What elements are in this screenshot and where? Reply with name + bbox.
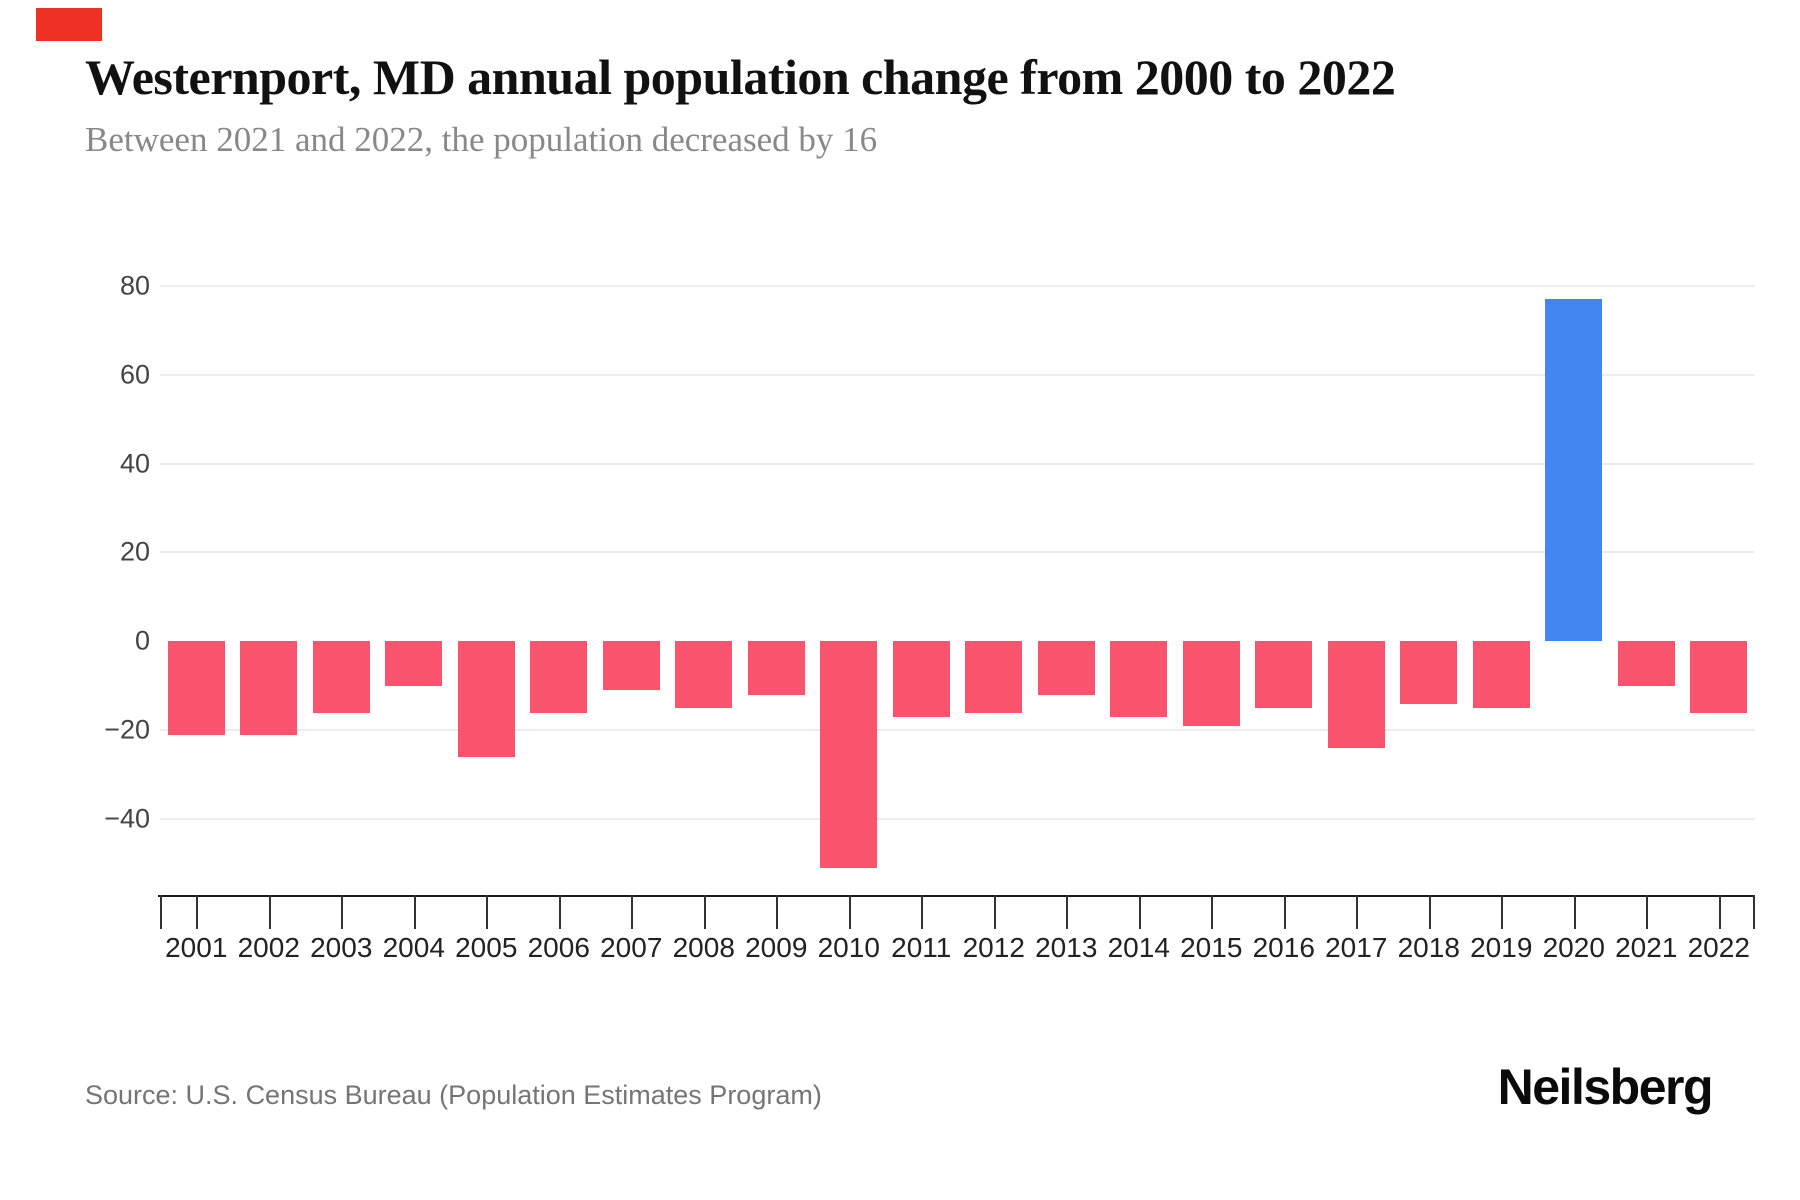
x-tick-label-2019: 2019 [1470,932,1533,963]
bar-2019 [1472,641,1530,709]
x-tick-2020 [1573,895,1576,929]
x-tick-2005 [486,895,489,929]
x-tick-label-2017: 2017 [1325,932,1388,963]
bar-2003 [312,641,370,713]
x-tick-label-2014: 2014 [1107,932,1170,963]
brand-accent-square [36,8,102,41]
x-tick-2007 [631,895,634,929]
x-tick-2022 [1718,895,1721,929]
x-tick-2002 [268,895,271,929]
bar-2005 [457,641,515,758]
bar-chart: 80 60 40 20 0 −20 −40 2001 2002 2003 2004 2005 2006… [0,250,1755,972]
y-tick-label-40: 40 [119,448,150,479]
x-tick-label-2009: 2009 [745,932,808,963]
x-tick-2017 [1356,895,1359,929]
y-tick-label-20: 20 [119,536,150,567]
gridline-40 [160,462,1755,465]
y-tick-label--40: −40 [104,803,150,834]
x-tick-2009 [776,895,779,929]
source-attribution: Source: U.S. Census Bureau (Population E… [85,1080,822,1110]
x-tick-label-2005: 2005 [455,932,518,963]
x-tick-label-2022: 2022 [1687,932,1750,963]
x-tick-2008 [703,895,706,929]
bar-2013 [1037,641,1095,695]
bar-2002 [240,641,298,735]
x-axis-labels: 2001 2002 2003 2004 2005 2006 2007 2008 2009 2010… [160,932,1755,972]
x-axis-end-tick [1753,895,1755,929]
bar-2022 [1690,641,1748,713]
x-tick-2001 [196,895,199,929]
y-tick-label-60: 60 [119,359,150,390]
gridline--40 [160,818,1755,821]
gridline-80 [160,284,1755,287]
bar-2004 [385,641,443,686]
x-tick-label-2010: 2010 [817,932,880,963]
x-tick-2015 [1211,895,1214,929]
x-tick-label-2008: 2008 [672,932,735,963]
x-tick-2016 [1283,895,1286,929]
x-tick-2021 [1646,895,1649,929]
x-tick-label-2021: 2021 [1615,932,1678,963]
bar-2015 [1182,641,1240,726]
bar-2011 [892,641,950,718]
x-tick-2010 [848,895,851,929]
bar-2021 [1617,641,1675,686]
bar-2008 [675,641,733,709]
bar-2014 [1110,641,1168,718]
x-tick-2014 [1138,895,1141,929]
bar-2007 [602,641,660,691]
x-tick-2004 [413,895,416,929]
x-tick-label-2004: 2004 [382,932,445,963]
neilsberg-logo: Neilsberg [1497,1059,1714,1115]
x-tick-label-2020: 2020 [1542,932,1605,963]
x-tick-label-2011: 2011 [891,932,952,963]
x-tick-label-2006: 2006 [527,932,590,963]
bar-2012 [965,641,1023,713]
x-tick-label-2003: 2003 [310,932,373,963]
x-tick-label-2001: 2001 [165,932,228,963]
gridline-60 [160,373,1755,376]
x-tick-2018 [1428,895,1431,929]
bar-2020 [1545,298,1603,642]
x-tick-label-2016: 2016 [1252,932,1315,963]
y-tick-label-80: 80 [119,270,150,301]
x-tick-label-2007: 2007 [600,932,663,963]
x-tick-2019 [1501,895,1504,929]
x-tick-2012 [993,895,996,929]
x-tick-label-2012: 2012 [962,932,1025,963]
gridline--20 [160,729,1755,732]
x-tick-label-2018: 2018 [1397,932,1460,963]
bar-2017 [1327,641,1385,749]
x-tick-label-2015: 2015 [1180,932,1243,963]
x-tick-2003 [341,895,344,929]
bar-2001 [167,641,225,735]
x-tick-label-2013: 2013 [1035,932,1098,963]
x-tick-label-2002: 2002 [237,932,300,963]
bar-2010 [820,641,878,869]
bar-2016 [1255,641,1313,709]
x-tick-2006 [558,895,561,929]
x-axis-line [158,895,1755,897]
x-tick-2011 [921,895,924,929]
y-tick-label--20: −20 [104,714,150,745]
page-subtitle: Between 2021 and 2022, the population de… [85,120,878,159]
plot-area [158,250,1755,929]
page-title: Westernport, MD annual population change… [85,49,1396,105]
y-axis-labels: 80 60 40 20 0 −20 −40 [0,250,150,895]
bar-2009 [747,641,805,695]
x-axis-start-tick [160,895,162,929]
bar-2018 [1400,641,1458,704]
x-tick-2013 [1066,895,1069,929]
chart-header: Westernport, MD annual population change… [85,48,1725,160]
y-tick-label-0: 0 [134,625,150,656]
bar-2006 [530,641,588,713]
gridline-20 [160,551,1755,554]
